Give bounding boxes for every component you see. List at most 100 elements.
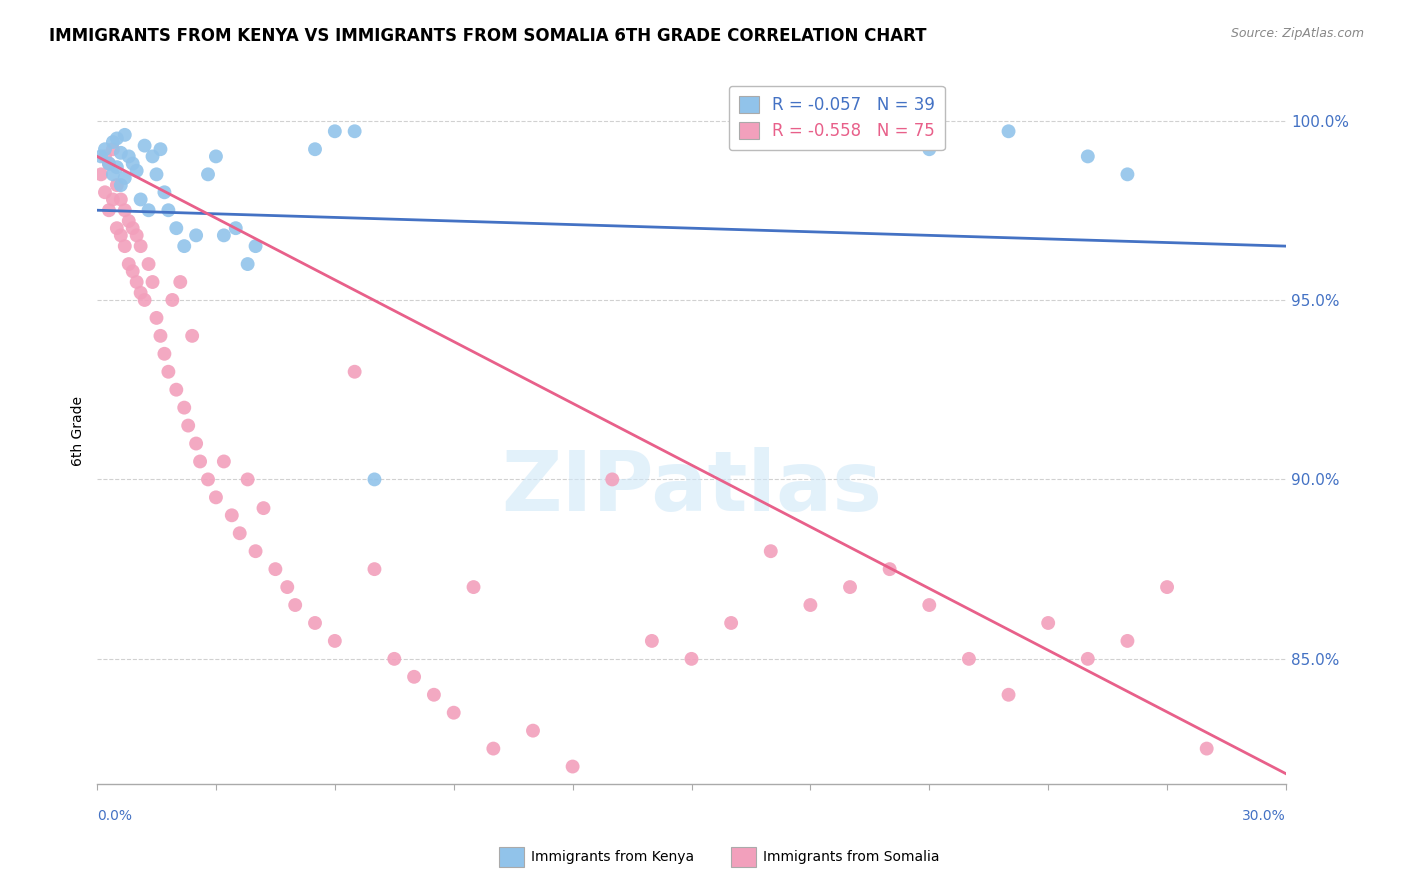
- Point: [110, 193, 132, 207]
- Point: [129, 285, 152, 300]
- Point: [141, 275, 163, 289]
- Point: [463, 580, 485, 594]
- Point: [839, 580, 862, 594]
- Point: [94, 186, 117, 200]
- Point: [284, 598, 307, 612]
- Point: [759, 544, 782, 558]
- Point: [173, 239, 195, 253]
- Legend: R = -0.057   N = 39, R = -0.558   N = 75: R = -0.057 N = 39, R = -0.558 N = 75: [728, 86, 945, 151]
- Point: [212, 454, 235, 468]
- Point: [94, 149, 117, 163]
- Text: ZIPatlas: ZIPatlas: [501, 447, 882, 528]
- Point: [110, 228, 132, 243]
- Point: [323, 124, 346, 138]
- Point: [157, 203, 180, 218]
- Point: [121, 156, 143, 170]
- Point: [188, 454, 211, 468]
- Point: [343, 365, 366, 379]
- Point: [205, 149, 228, 163]
- Point: [110, 145, 132, 160]
- Point: [225, 221, 247, 235]
- Point: [181, 329, 204, 343]
- Point: [264, 562, 287, 576]
- Point: [153, 186, 176, 200]
- Point: [245, 239, 267, 253]
- Point: [173, 401, 195, 415]
- Point: [141, 149, 163, 163]
- Point: [118, 257, 141, 271]
- Point: [236, 257, 259, 271]
- Point: [423, 688, 446, 702]
- Point: [90, 149, 112, 163]
- Point: [90, 167, 112, 181]
- Point: [94, 142, 117, 156]
- Point: [101, 135, 124, 149]
- Point: [197, 472, 219, 486]
- Point: [1077, 652, 1099, 666]
- Point: [276, 580, 298, 594]
- Point: [228, 526, 250, 541]
- Point: [114, 128, 136, 142]
- Point: [957, 652, 980, 666]
- Point: [681, 652, 703, 666]
- Point: [304, 142, 326, 156]
- Point: [443, 706, 465, 720]
- Point: [363, 472, 385, 486]
- Point: [118, 214, 141, 228]
- Point: [197, 167, 219, 181]
- Point: [245, 544, 267, 558]
- Point: [145, 167, 167, 181]
- Point: [105, 221, 128, 235]
- Point: [641, 634, 664, 648]
- Point: [125, 228, 148, 243]
- Point: [110, 178, 132, 193]
- Point: [101, 193, 124, 207]
- Text: Immigrants from Kenya: Immigrants from Kenya: [531, 850, 695, 864]
- Point: [382, 652, 405, 666]
- Point: [121, 264, 143, 278]
- Text: 30.0%: 30.0%: [1243, 809, 1286, 823]
- Point: [1116, 634, 1139, 648]
- Point: [114, 170, 136, 185]
- Point: [997, 688, 1019, 702]
- Point: [918, 142, 941, 156]
- Point: [212, 228, 235, 243]
- Point: [363, 562, 385, 576]
- Point: [149, 142, 172, 156]
- Point: [205, 491, 228, 505]
- Point: [97, 156, 120, 170]
- Point: [125, 163, 148, 178]
- Point: [323, 634, 346, 648]
- Point: [918, 598, 941, 612]
- Point: [105, 131, 128, 145]
- Point: [404, 670, 426, 684]
- Point: [1156, 580, 1178, 594]
- Point: [720, 615, 742, 630]
- Point: [561, 759, 583, 773]
- Point: [149, 329, 172, 343]
- Point: [105, 160, 128, 174]
- Point: [162, 293, 184, 307]
- Point: [1116, 167, 1139, 181]
- Point: [129, 193, 152, 207]
- Point: [121, 221, 143, 235]
- Point: [138, 203, 160, 218]
- Point: [129, 239, 152, 253]
- Point: [184, 228, 207, 243]
- Point: [236, 472, 259, 486]
- Point: [101, 167, 124, 181]
- Point: [221, 508, 243, 523]
- Point: [169, 275, 191, 289]
- Point: [165, 221, 187, 235]
- Point: [522, 723, 544, 738]
- Point: [1038, 615, 1060, 630]
- Point: [134, 138, 156, 153]
- Point: [177, 418, 200, 433]
- Point: [114, 203, 136, 218]
- Text: IMMIGRANTS FROM KENYA VS IMMIGRANTS FROM SOMALIA 6TH GRADE CORRELATION CHART: IMMIGRANTS FROM KENYA VS IMMIGRANTS FROM…: [49, 27, 927, 45]
- Point: [997, 124, 1019, 138]
- Point: [114, 239, 136, 253]
- Point: [304, 615, 326, 630]
- Point: [1195, 741, 1218, 756]
- Text: 0.0%: 0.0%: [97, 809, 132, 823]
